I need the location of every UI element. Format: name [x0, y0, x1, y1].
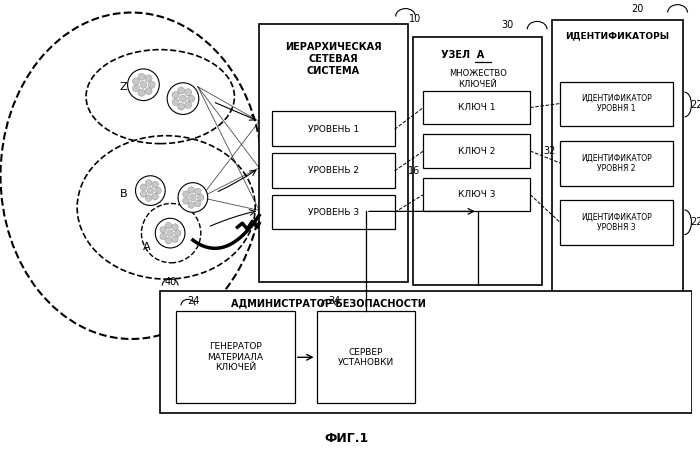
Circle shape	[167, 83, 199, 114]
Circle shape	[188, 202, 195, 208]
Text: 22: 22	[690, 217, 700, 227]
Text: ГЕНЕРАТОР
МАТЕРИАЛА
КЛЮЧЕЙ: ГЕНЕРАТОР МАТЕРИАЛА КЛЮЧЕЙ	[207, 342, 263, 372]
FancyBboxPatch shape	[272, 195, 395, 229]
Text: ИЕРАРХИЧЕСКАЯ
СЕТЕВАЯ
СИСТЕМА: ИЕРАРХИЧЕСКАЯ СЕТЕВАЯ СИСТЕМА	[285, 42, 382, 76]
Circle shape	[165, 222, 172, 229]
Circle shape	[172, 91, 179, 99]
Text: ИДЕНТИФИКАТОРЫ: ИДЕНТИФИКАТОРЫ	[565, 31, 669, 40]
Circle shape	[183, 191, 189, 197]
Circle shape	[147, 187, 153, 194]
Circle shape	[188, 95, 195, 102]
Text: B: B	[120, 188, 127, 198]
Circle shape	[183, 197, 189, 204]
Circle shape	[172, 224, 178, 230]
Circle shape	[138, 89, 145, 96]
Circle shape	[152, 193, 158, 200]
Circle shape	[195, 200, 201, 207]
Text: ФИГ.1: ФИГ.1	[324, 432, 368, 445]
Text: 16: 16	[408, 166, 421, 176]
Text: 20: 20	[631, 4, 643, 14]
Text: ИДЕНТИФИКАТОР
УРОВНЯ 3: ИДЕНТИФИКАТОР УРОВНЯ 3	[581, 212, 652, 232]
Circle shape	[127, 69, 160, 101]
Circle shape	[145, 75, 152, 82]
Circle shape	[172, 236, 178, 243]
FancyBboxPatch shape	[424, 134, 530, 168]
Text: КЛЮЧ 2: КЛЮЧ 2	[458, 147, 496, 156]
Circle shape	[140, 81, 147, 88]
Circle shape	[165, 238, 172, 244]
Circle shape	[172, 99, 179, 106]
FancyBboxPatch shape	[560, 141, 673, 186]
Circle shape	[178, 183, 208, 212]
FancyBboxPatch shape	[272, 153, 395, 187]
FancyBboxPatch shape	[259, 25, 407, 282]
Circle shape	[145, 88, 152, 95]
Circle shape	[185, 89, 192, 96]
Text: 22: 22	[690, 100, 700, 110]
Circle shape	[197, 194, 204, 201]
Text: A: A	[143, 242, 150, 252]
Text: МНОЖЕСТВО
КЛЮЧЕЙ: МНОЖЕСТВО КЛЮЧЕЙ	[449, 69, 507, 89]
Text: УРОВЕНЬ 1: УРОВЕНЬ 1	[308, 125, 359, 134]
Circle shape	[148, 81, 155, 88]
Circle shape	[160, 233, 167, 240]
Circle shape	[174, 230, 181, 237]
Text: УРОВЕНЬ 3: УРОВЕНЬ 3	[308, 208, 359, 217]
FancyBboxPatch shape	[560, 201, 673, 245]
Circle shape	[178, 103, 185, 110]
Circle shape	[132, 78, 139, 85]
Text: 30: 30	[501, 20, 514, 30]
Text: АДМИНИСТРАТОР БЕЗОПАСНОСТИ: АДМИНИСТРАТОР БЕЗОПАСНОСТИ	[231, 298, 426, 308]
Circle shape	[140, 191, 147, 197]
Circle shape	[188, 187, 195, 193]
Text: СЕРВЕР
УСТАНОВКИ: СЕРВЕР УСТАНОВКИ	[338, 348, 394, 367]
Text: 24: 24	[188, 296, 200, 306]
FancyBboxPatch shape	[316, 311, 416, 403]
Circle shape	[190, 194, 196, 201]
Circle shape	[155, 218, 185, 248]
Circle shape	[152, 181, 158, 188]
Text: 10: 10	[410, 15, 421, 25]
FancyBboxPatch shape	[424, 91, 530, 124]
Circle shape	[140, 184, 147, 191]
FancyBboxPatch shape	[424, 178, 530, 212]
Circle shape	[179, 95, 186, 102]
FancyBboxPatch shape	[176, 311, 295, 403]
FancyBboxPatch shape	[160, 292, 692, 413]
Text: ИДЕНТИФИКАТОР
УРОВНЯ 1: ИДЕНТИФИКАТОР УРОВНЯ 1	[581, 94, 652, 113]
Text: ИДЕНТИФИКАТОР
УРОВНЯ 2: ИДЕНТИФИКАТОР УРОВНЯ 2	[581, 153, 652, 172]
FancyBboxPatch shape	[560, 82, 673, 126]
Circle shape	[178, 87, 185, 94]
Text: Z: Z	[120, 82, 127, 92]
Text: КЛЮЧ 3: КЛЮЧ 3	[458, 190, 496, 199]
Circle shape	[138, 73, 145, 80]
Circle shape	[132, 85, 139, 92]
Circle shape	[155, 187, 161, 194]
Text: 32: 32	[544, 146, 556, 156]
Circle shape	[160, 227, 167, 233]
Circle shape	[136, 176, 165, 206]
Circle shape	[167, 230, 174, 237]
FancyBboxPatch shape	[272, 111, 395, 146]
Circle shape	[146, 180, 152, 187]
Text: КЛЮЧ 1: КЛЮЧ 1	[458, 103, 496, 112]
Circle shape	[146, 195, 152, 202]
Text: 40: 40	[164, 277, 176, 287]
FancyBboxPatch shape	[414, 37, 542, 284]
Text: 34: 34	[328, 296, 340, 306]
Circle shape	[195, 188, 201, 195]
Text: УРОВЕНЬ 2: УРОВЕНЬ 2	[308, 167, 359, 175]
Text: УЗЕЛ  А: УЗЕЛ А	[441, 50, 484, 60]
Circle shape	[185, 101, 192, 109]
FancyBboxPatch shape	[552, 20, 682, 299]
